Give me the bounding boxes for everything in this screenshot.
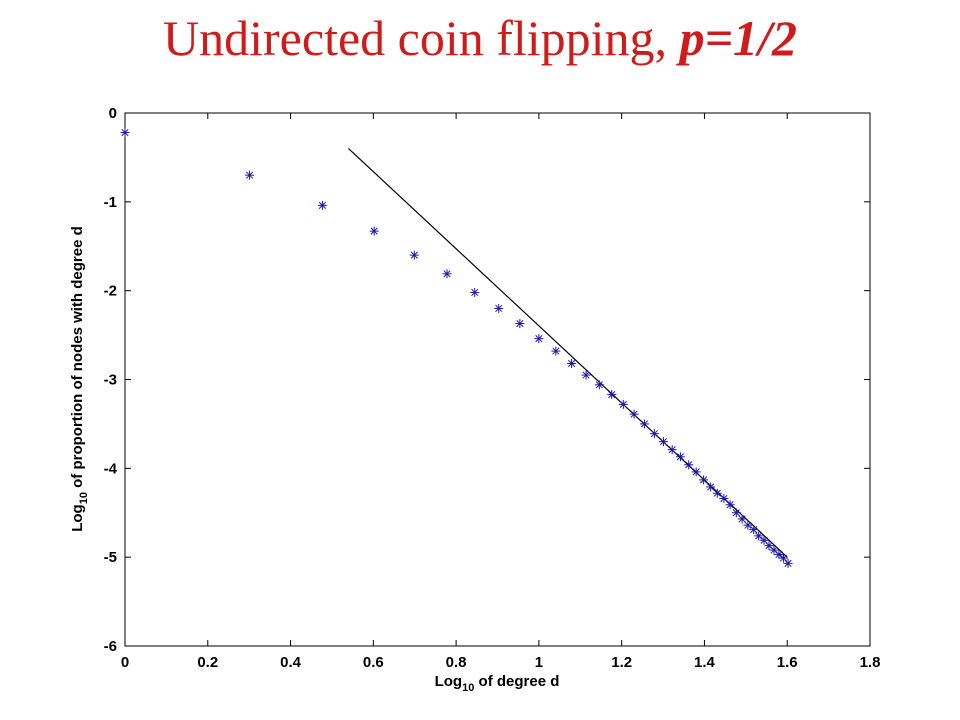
x-tick-label-6: 1.2 xyxy=(611,654,632,671)
data-point-12 xyxy=(581,370,591,380)
data-point-31 xyxy=(743,520,753,530)
y-tick-label-1: -1 xyxy=(104,194,117,211)
data-point-18 xyxy=(649,429,659,439)
y-axis-label: Log10 of proportion of nodes with degree… xyxy=(69,226,90,532)
data-point-2 xyxy=(317,200,327,210)
data-point-13 xyxy=(594,380,604,390)
x-axis-label-sub: 10 xyxy=(462,682,474,694)
x-tick-label-8: 1.6 xyxy=(777,654,798,671)
x-tick-label-1: 0.2 xyxy=(197,654,218,671)
data-point-24 xyxy=(699,475,709,485)
data-point-29 xyxy=(731,508,741,518)
x-tick-label-7: 1.4 xyxy=(694,654,716,671)
data-point-30 xyxy=(737,514,747,524)
y-axis-label-base: Log xyxy=(69,504,86,532)
data-point-39 xyxy=(783,558,793,568)
data-point-10 xyxy=(551,346,561,356)
data-point-26 xyxy=(712,488,722,498)
axis-tick-labels: 0 0.2 0.4 0.6 0.8 1 1.2 1.4 1.6 1.8 0 -1 -2 -3 -4 -5 -6 xyxy=(104,105,881,671)
y-tick-label-2: -2 xyxy=(104,283,117,300)
data-point-33 xyxy=(754,531,764,541)
data-point-20 xyxy=(667,445,677,455)
y-tick-label-3: -3 xyxy=(104,372,117,389)
slide-title-emphasis: p=1/2 xyxy=(679,10,797,66)
x-tick-label-5: 1 xyxy=(535,654,543,671)
x-tick-label-0: 0 xyxy=(121,654,129,671)
data-point-28 xyxy=(725,500,735,510)
x-axis-label-rest: of degree d xyxy=(474,673,559,690)
x-tick-label-3: 0.6 xyxy=(363,654,384,671)
slide-title-text: Undirected coin flipping, xyxy=(163,10,680,66)
y-axis-label-rest: of proportion of nodes with degree d xyxy=(69,226,86,492)
fit-line xyxy=(348,148,788,558)
x-tick-label-2: 0.4 xyxy=(280,654,302,671)
data-point-37 xyxy=(774,550,784,560)
data-point-38 xyxy=(778,553,788,563)
x-tick-label-9: 1.8 xyxy=(860,654,881,671)
data-point-3 xyxy=(369,226,379,236)
data-point-14 xyxy=(607,390,617,400)
data-point-11 xyxy=(567,359,577,369)
data-point-5 xyxy=(442,269,452,279)
data-points xyxy=(120,128,793,568)
data-point-9 xyxy=(534,334,544,344)
data-point-7 xyxy=(494,303,504,313)
data-point-27 xyxy=(719,494,729,504)
y-axis-label-sub: 10 xyxy=(78,492,90,504)
x-axis-label: Log10 of degree d xyxy=(435,673,560,694)
y-tick-label-0: 0 xyxy=(109,105,117,122)
data-point-21 xyxy=(675,452,685,462)
data-point-1 xyxy=(245,170,255,180)
data-point-15 xyxy=(618,399,628,409)
data-point-17 xyxy=(639,419,649,429)
x-tick-label-4: 0.8 xyxy=(446,654,467,671)
y-tick-label-6: -6 xyxy=(104,638,117,655)
data-point-16 xyxy=(629,409,639,419)
data-point-4 xyxy=(409,250,419,260)
y-tick-label-4: -4 xyxy=(104,460,118,477)
data-point-23 xyxy=(691,467,701,477)
data-point-32 xyxy=(749,525,759,535)
data-point-22 xyxy=(684,460,694,470)
axis-ticks xyxy=(124,112,871,647)
data-point-6 xyxy=(470,287,480,297)
data-point-8 xyxy=(515,319,525,329)
plot-area-frame xyxy=(124,112,871,647)
y-tick-label-5: -5 xyxy=(104,549,117,566)
x-axis-label-base: Log xyxy=(435,673,463,690)
data-point-25 xyxy=(706,482,716,492)
slide-title: Undirected coin flipping, p=1/2 xyxy=(0,6,960,70)
data-point-0 xyxy=(120,128,130,138)
data-point-19 xyxy=(658,437,668,447)
